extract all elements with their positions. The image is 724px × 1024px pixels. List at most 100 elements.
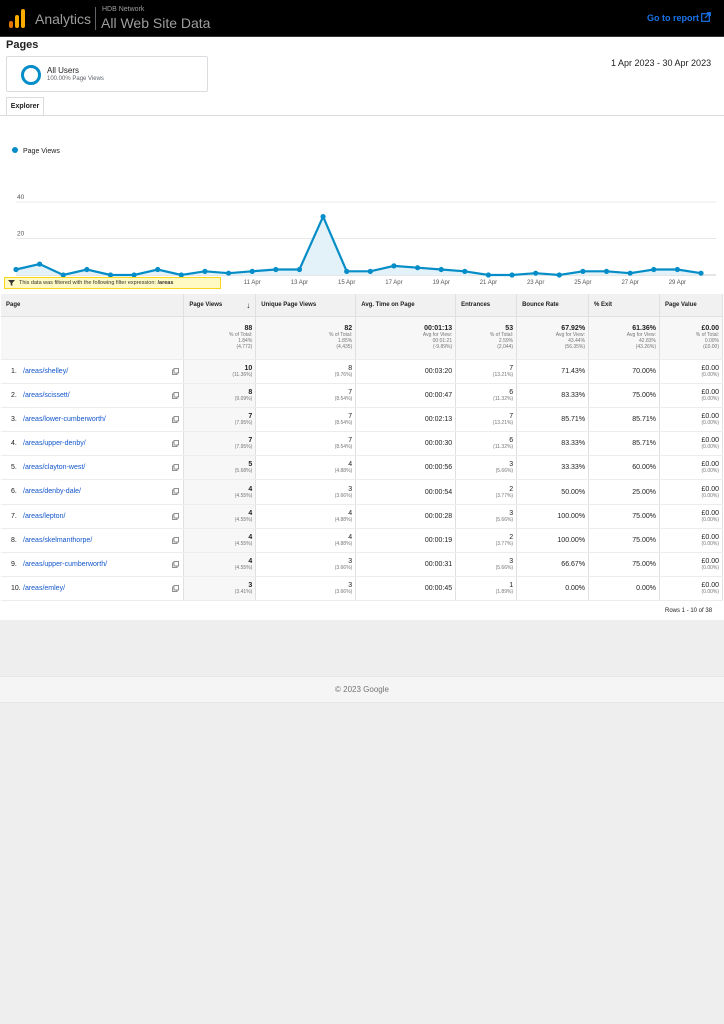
- total-line1: % of Total:: [695, 332, 719, 338]
- data-point[interactable]: [37, 261, 43, 267]
- exit-value: 85.71%: [632, 415, 656, 423]
- column-header-unique-page-views[interactable]: Unique Page Views: [255, 294, 357, 317]
- page-views-cell: 4 (4.55%): [183, 552, 257, 578]
- data-point[interactable]: [60, 272, 66, 278]
- open-page-icon[interactable]: [172, 512, 180, 520]
- date-range-selector[interactable]: 1 Apr 2023 - 30 Apr 2023: [611, 58, 712, 68]
- tab-explorer[interactable]: Explorer: [6, 97, 44, 116]
- page-link[interactable]: /areas/shelley/: [23, 367, 69, 375]
- avg-time-value: 00:00:56: [424, 464, 453, 472]
- data-point[interactable]: [225, 270, 232, 276]
- open-page-icon[interactable]: [172, 391, 180, 399]
- page-views-cell: 4 (4.55%): [183, 504, 257, 529]
- open-page-icon[interactable]: [172, 488, 180, 496]
- column-header-exit[interactable]: % Exit: [588, 294, 660, 317]
- total-line2: 1.84%: [238, 338, 253, 344]
- entrances-cell: 2 (3.77%): [455, 479, 518, 505]
- column-header-page-views[interactable]: Page Views ↓: [183, 294, 257, 317]
- page-value-cell: £0.00 (0.00%): [659, 552, 723, 578]
- data-point[interactable]: [391, 263, 397, 269]
- x-tick-label: 15 Apr: [338, 280, 355, 286]
- page-link[interactable]: /areas/lower-cumberworth/: [23, 415, 106, 423]
- data-point[interactable]: [627, 270, 633, 276]
- account-name[interactable]: HDB Network: [102, 6, 145, 13]
- data-point[interactable]: [202, 268, 208, 274]
- column-header-page[interactable]: Page: [1, 294, 185, 317]
- unique-page-views-cell: 3 (3.66%): [255, 479, 357, 505]
- open-external-icon[interactable]: [701, 12, 711, 22]
- data-point[interactable]: [509, 272, 515, 278]
- data-point[interactable]: [178, 272, 184, 278]
- go-to-report-link[interactable]: Go to report: [647, 13, 699, 23]
- data-point[interactable]: [13, 266, 19, 273]
- page-link[interactable]: /areas/upper-cumberworth/: [23, 561, 108, 568]
- data-point[interactable]: [438, 266, 444, 273]
- data-point[interactable]: [533, 270, 539, 276]
- view-selector[interactable]: All Web Site Data: [101, 15, 211, 31]
- page-cell: 4. /areas/upper-denby/: [1, 431, 185, 457]
- column-header-bounce-rate[interactable]: Bounce Rate: [516, 294, 590, 317]
- total-line2: 0.00%: [704, 338, 719, 344]
- data-point[interactable]: [296, 266, 303, 273]
- data-point[interactable]: [674, 266, 680, 273]
- page-link[interactable]: /areas/upper-denby/: [23, 440, 86, 448]
- column-header-page-value[interactable]: Page Value: [659, 294, 723, 317]
- segment-all-users[interactable]: All Users 100.00% Page Views: [6, 56, 208, 92]
- data-point[interactable]: [273, 266, 279, 273]
- data-point[interactable]: [344, 268, 350, 274]
- data-point[interactable]: [485, 272, 492, 278]
- column-header-entrances[interactable]: Entrances: [455, 294, 518, 317]
- data-point[interactable]: [651, 266, 657, 273]
- open-page-icon[interactable]: [172, 415, 180, 423]
- page-link[interactable]: /areas/skelmanthorpe/: [23, 536, 93, 544]
- page-cell: 5. /areas/clayton-west/: [1, 455, 185, 481]
- footer: © 2023 Google: [0, 676, 724, 703]
- data-point[interactable]: [249, 268, 255, 274]
- entrances-pct: (3.77%): [495, 540, 514, 547]
- open-page-icon[interactable]: [172, 536, 180, 544]
- series-area: [16, 216, 701, 275]
- unique-page-views-pct: (8.54%): [334, 419, 353, 426]
- open-page-icon[interactable]: [172, 464, 180, 472]
- table-row: 8./areas/skelmanthorpe/4 (4.55%) 4 (4.88%) 0…: [1, 528, 723, 554]
- bounce-rate-value: 83.33%: [561, 391, 586, 399]
- data-point[interactable]: [107, 272, 114, 278]
- entrances-pct: (13.21%): [492, 371, 514, 378]
- page-link[interactable]: /areas/lepton/: [23, 512, 66, 520]
- data-point[interactable]: [155, 266, 161, 273]
- entrances-value: 3: [509, 509, 514, 517]
- data-point[interactable]: [320, 214, 326, 220]
- page-value-value: £0.00: [701, 582, 719, 590]
- page-link[interactable]: /areas/denby-dale/: [23, 488, 81, 496]
- data-point[interactable]: [84, 266, 90, 273]
- data-point[interactable]: [462, 268, 468, 274]
- sort-down-icon[interactable]: ↓: [246, 301, 251, 310]
- page-link[interactable]: /areas/clayton-west/: [23, 464, 86, 472]
- page-views-pct: (4.55%): [234, 492, 253, 499]
- page-views-value: 7: [248, 412, 253, 420]
- open-page-icon[interactable]: [172, 367, 180, 375]
- open-page-icon[interactable]: [172, 440, 180, 447]
- legend-label[interactable]: Page Views: [23, 148, 60, 155]
- open-page-icon[interactable]: [172, 561, 180, 568]
- data-point[interactable]: [367, 268, 373, 274]
- page-views-pct: (9.09%): [234, 395, 253, 402]
- data-point[interactable]: [580, 268, 586, 274]
- data-point[interactable]: [131, 272, 137, 278]
- page-views-pct: (5.68%): [234, 468, 253, 475]
- exit-value: 75.00%: [632, 561, 656, 569]
- entrances-value: 7: [509, 412, 514, 420]
- data-point[interactable]: [603, 268, 610, 274]
- page-value-cell: £0.00 (0.00%): [659, 576, 723, 602]
- data-point[interactable]: [556, 272, 562, 278]
- page-value-cell: £0.00 (0.00%): [659, 359, 723, 384]
- page-value-value: £0.00: [701, 558, 719, 566]
- open-page-icon[interactable]: [172, 585, 180, 593]
- page-value-value: £0.00: [701, 485, 719, 493]
- column-header-avg-time[interactable]: Avg. Time on Page: [355, 294, 457, 317]
- data-point[interactable]: [698, 270, 704, 276]
- page-link[interactable]: /areas/emley/: [23, 585, 66, 593]
- page-link[interactable]: /areas/scissett/: [23, 391, 70, 399]
- total-line2: 2.59%: [498, 338, 514, 344]
- data-point[interactable]: [414, 265, 421, 271]
